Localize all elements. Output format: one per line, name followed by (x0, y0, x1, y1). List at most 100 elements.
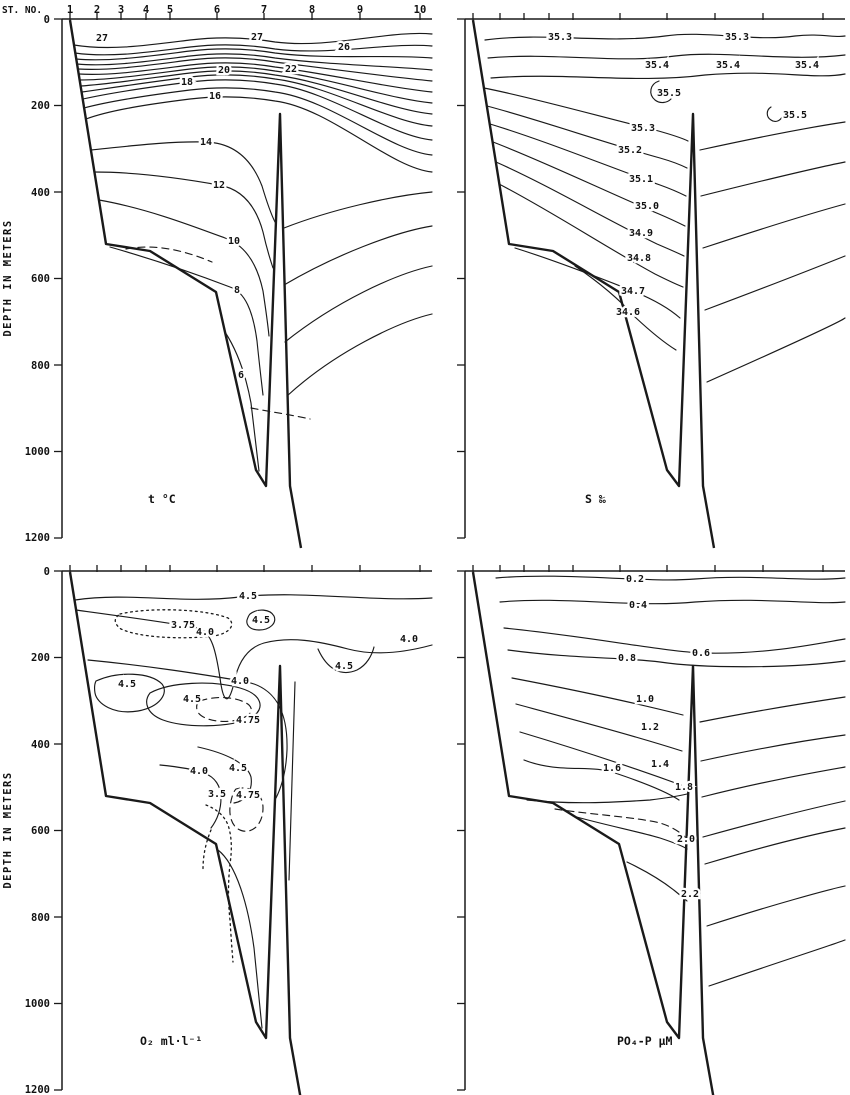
svg-text:6: 6 (214, 4, 220, 16)
svg-text:14: 14 (200, 137, 212, 148)
bathymetry-line (68, 19, 303, 549)
bathymetry-line (471, 19, 716, 549)
svg-text:4.5: 4.5 (239, 591, 257, 602)
svg-text:9: 9 (357, 4, 363, 16)
svg-text:4.0: 4.0 (231, 676, 249, 687)
svg-text:1.6: 1.6 (603, 763, 621, 774)
svg-text:200: 200 (31, 100, 50, 112)
salinity-contour-labels: 35.3 35.3 35.4 35.4 35.4 35.5 35.5 35.3 … (546, 30, 822, 321)
svg-text:0.2: 0.2 (626, 574, 644, 585)
depth-tick-labels: 0 200 400 600 800 1000 1200 (25, 14, 50, 544)
svg-text:4.75: 4.75 (236, 790, 260, 801)
svg-text:6: 6 (238, 370, 244, 381)
svg-text:1.8: 1.8 (675, 782, 693, 793)
svg-text:12: 12 (213, 180, 225, 191)
svg-text:400: 400 (31, 739, 50, 751)
svg-text:20: 20 (218, 65, 230, 76)
svg-text:0.8: 0.8 (618, 653, 636, 664)
svg-text:34.6: 34.6 (616, 307, 640, 318)
svg-text:1.0: 1.0 (636, 694, 654, 705)
panel-title-phosphate: PO₄-P μM (617, 1034, 672, 1048)
svg-text:8: 8 (234, 285, 240, 296)
depth-tick-marks (54, 570, 62, 1091)
svg-text:3: 3 (118, 4, 124, 16)
svg-text:0.4: 0.4 (629, 600, 647, 611)
svg-text:34.7: 34.7 (621, 286, 645, 297)
svg-text:1.2: 1.2 (641, 722, 659, 733)
svg-text:27: 27 (251, 32, 263, 43)
panel-title-temperature: t °C (148, 492, 176, 506)
svg-text:2: 2 (94, 4, 100, 16)
svg-text:800: 800 (31, 360, 50, 372)
svg-text:3.75: 3.75 (171, 620, 195, 631)
svg-text:4: 4 (143, 4, 149, 16)
svg-text:0.6: 0.6 (692, 648, 710, 659)
station-axis-label: ST. NO. (2, 5, 42, 16)
svg-text:18: 18 (181, 77, 193, 88)
temperature-contour-labels: 27 27 26 22 20 18 16 14 12 10 8 6 (94, 30, 353, 384)
svg-text:1000: 1000 (25, 998, 50, 1010)
svg-text:4.5: 4.5 (229, 763, 247, 774)
svg-text:600: 600 (31, 273, 50, 285)
svg-text:35.3: 35.3 (631, 123, 655, 134)
svg-text:4.5: 4.5 (252, 615, 270, 626)
salinity-contour-lines (483, 33, 846, 383)
svg-text:34.9: 34.9 (629, 228, 653, 239)
temperature-contour-lines (73, 32, 433, 472)
svg-text:35.5: 35.5 (783, 110, 807, 121)
svg-text:35.0: 35.0 (635, 201, 659, 212)
salinity-panel: 35.3 35.3 35.4 35.4 35.4 35.5 35.5 35.3 … (457, 13, 846, 549)
svg-text:35.1: 35.1 (629, 174, 653, 185)
svg-text:4.0: 4.0 (196, 627, 214, 638)
svg-text:2.0: 2.0 (677, 834, 695, 845)
oxygen-contour-labels: 4.5 3.75 4.0 4.5 4.0 4.5 4.0 4.5 4.5 4.7… (116, 589, 421, 804)
oxygen-contour-lines (74, 594, 433, 1029)
svg-text:2.2: 2.2 (681, 889, 699, 900)
svg-text:10: 10 (228, 236, 240, 247)
depth-axis-title: DEPTH IN METERS (2, 219, 14, 336)
svg-text:4.5: 4.5 (118, 679, 136, 690)
svg-text:1200: 1200 (25, 532, 50, 544)
bathymetry-line (68, 571, 302, 1095)
svg-text:1: 1 (67, 4, 73, 16)
svg-text:7: 7 (261, 4, 267, 16)
svg-text:16: 16 (209, 91, 221, 102)
svg-text:4.0: 4.0 (400, 634, 418, 645)
depth-tick-marks (54, 18, 62, 539)
station-number-labels: 1 2 3 4 5 6 7 8 9 10 (67, 4, 426, 16)
svg-text:8: 8 (309, 4, 315, 16)
temperature-panel: ST. NO. 1 2 3 4 5 6 7 8 9 10 0 200 400 6… (2, 4, 433, 549)
svg-text:22: 22 (285, 64, 297, 75)
phosphate-contour-lines (495, 575, 846, 987)
svg-text:1.4: 1.4 (651, 759, 669, 770)
svg-text:35.5: 35.5 (657, 88, 681, 99)
depth-tick-marks (457, 18, 465, 539)
svg-text:3.5: 3.5 (208, 789, 226, 800)
depth-tick-marks (457, 570, 465, 1091)
svg-text:1000: 1000 (25, 446, 50, 458)
svg-text:35.2: 35.2 (618, 145, 642, 156)
svg-text:35.4: 35.4 (716, 60, 740, 71)
svg-text:0: 0 (44, 566, 50, 578)
svg-text:1200: 1200 (25, 1084, 50, 1095)
panel-title-salinity: S ‰ (585, 492, 606, 506)
svg-text:26: 26 (338, 42, 350, 53)
phosphate-panel: 0.2 0.4 0.6 0.8 1.0 1.2 1.4 1.6 1.8 2.0 … (457, 565, 846, 1095)
svg-text:200: 200 (31, 652, 50, 664)
svg-text:35.3: 35.3 (548, 32, 572, 43)
svg-text:5: 5 (167, 4, 173, 16)
svg-text:4.75: 4.75 (236, 715, 260, 726)
panel-title-oxygen: O₂ ml·l⁻¹ (140, 1034, 202, 1048)
svg-text:35.3: 35.3 (725, 32, 749, 43)
svg-text:4.5: 4.5 (335, 661, 353, 672)
svg-text:800: 800 (31, 912, 50, 924)
oxygen-panel: 0 200 400 600 800 1000 1200 DEPTH IN MET… (2, 565, 433, 1095)
depth-tick-labels: 0 200 400 600 800 1000 1200 (25, 566, 50, 1095)
bathymetry-line (471, 571, 715, 1095)
svg-text:27: 27 (96, 33, 108, 44)
svg-text:600: 600 (31, 825, 50, 837)
svg-text:35.4: 35.4 (645, 60, 669, 71)
phosphate-contour-labels: 0.2 0.4 0.6 0.8 1.0 1.2 1.4 1.6 1.8 2.0 … (601, 572, 713, 903)
svg-text:4.5: 4.5 (183, 694, 201, 705)
